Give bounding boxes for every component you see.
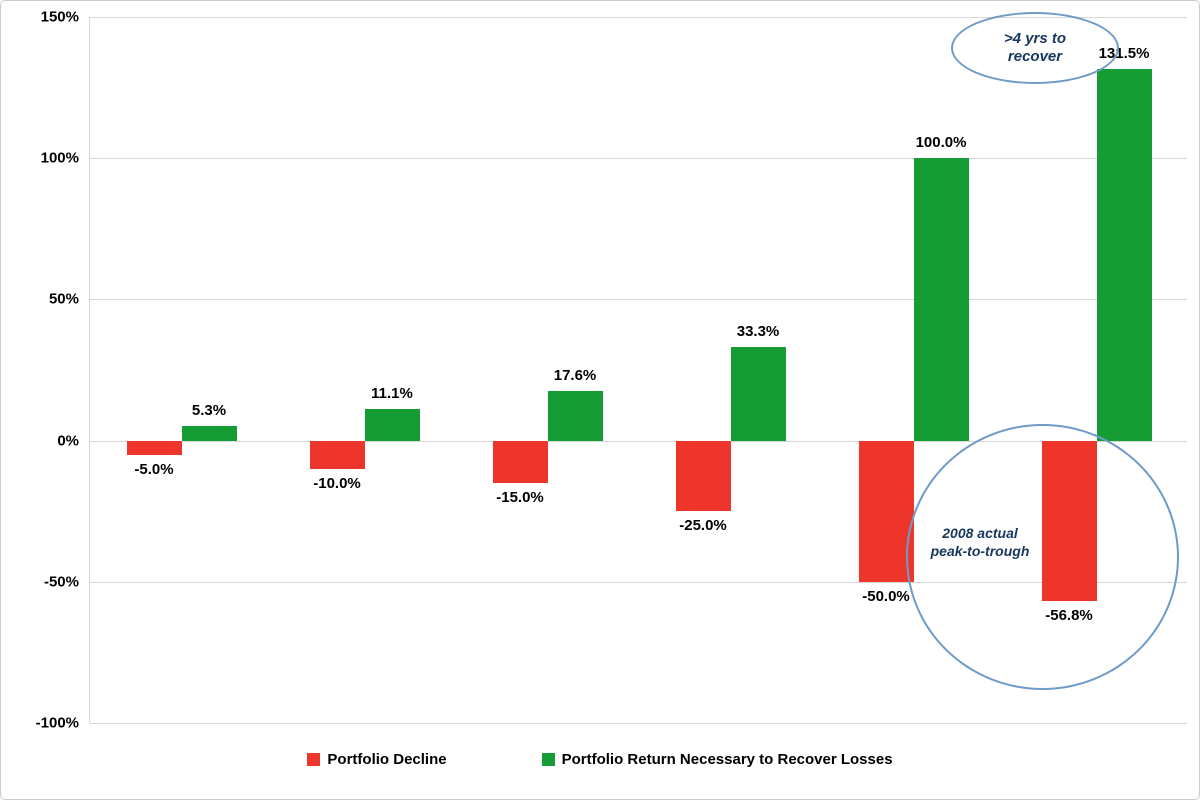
legend-label-decline: Portfolio Decline bbox=[327, 751, 447, 768]
bar-decline-5 bbox=[858, 440, 914, 582]
legend-item-recovery: Portfolio Return Necessary to Recover Lo… bbox=[541, 751, 893, 768]
gridline--100% bbox=[90, 723, 1187, 724]
recover-annotation-text: >4 yrs to recover bbox=[1003, 30, 1067, 65]
legend: Portfolio Decline Portfolio Return Neces… bbox=[1, 751, 1199, 768]
bar-decline-4 bbox=[675, 440, 731, 512]
y-axis-label-100%: 100% bbox=[40, 149, 79, 167]
bar-value-label-100.0%: 100.0% bbox=[915, 134, 967, 152]
recovery-swatch-icon bbox=[541, 753, 555, 766]
trough-annotation-text: 2008 actual peak-to-trough bbox=[930, 525, 1030, 560]
bar-value-label-33.3%: 33.3% bbox=[736, 322, 780, 340]
decline-swatch-icon bbox=[307, 753, 321, 766]
bar-value-label-17.6%: 17.6% bbox=[553, 366, 597, 384]
bar-value-label--10.0%: -10.0% bbox=[313, 474, 361, 492]
bar-decline-1 bbox=[126, 440, 182, 455]
y-axis-label--50%: -50% bbox=[43, 573, 79, 591]
y-axis-label--100%: -100% bbox=[35, 714, 79, 732]
bar-decline-3 bbox=[492, 440, 548, 483]
bar-recovery-2 bbox=[364, 409, 420, 441]
recover-annotation-ellipse: >4 yrs to recover bbox=[951, 12, 1119, 84]
bar-decline-2 bbox=[309, 440, 365, 469]
gridline--50% bbox=[90, 581, 1187, 583]
bar-value-label--50.0%: -50.0% bbox=[862, 587, 910, 605]
bar-recovery-4 bbox=[730, 346, 786, 441]
y-axis-label-50%: 50% bbox=[48, 290, 79, 308]
bar-value-label-11.1%: 11.1% bbox=[371, 385, 413, 403]
bar-recovery-6 bbox=[1096, 69, 1152, 441]
gridline-0% bbox=[90, 440, 1187, 442]
legend-label-recovery: Portfolio Return Necessary to Recover Lo… bbox=[561, 751, 893, 768]
trough-annotation-circle: 2008 actual peak-to-trough bbox=[906, 424, 1179, 690]
bar-value-label--25.0%: -25.0% bbox=[679, 517, 727, 535]
y-axis-label-150%: 150% bbox=[40, 8, 79, 26]
y-axis-label-0%: 0% bbox=[57, 432, 79, 450]
gridline-100% bbox=[90, 158, 1187, 160]
bar-value-label--15.0%: -15.0% bbox=[496, 488, 544, 506]
bar-recovery-3 bbox=[547, 390, 603, 441]
bar-value-label--5.0%: -5.0% bbox=[134, 460, 174, 478]
legend-item-decline: Portfolio Decline bbox=[307, 751, 447, 768]
gridline-50% bbox=[90, 299, 1187, 301]
gridline-150% bbox=[90, 17, 1187, 18]
bar-recovery-5 bbox=[913, 158, 969, 441]
bar-recovery-1 bbox=[181, 425, 237, 441]
bar-value-label-5.3%: 5.3% bbox=[191, 401, 227, 419]
